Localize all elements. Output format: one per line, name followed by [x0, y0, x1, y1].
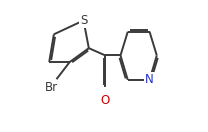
Text: N: N — [145, 73, 154, 86]
Text: Br: Br — [45, 81, 58, 94]
Text: O: O — [101, 95, 110, 107]
Text: S: S — [80, 14, 87, 27]
